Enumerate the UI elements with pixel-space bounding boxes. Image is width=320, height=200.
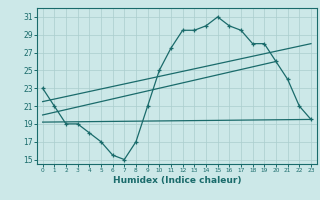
X-axis label: Humidex (Indice chaleur): Humidex (Indice chaleur)	[113, 176, 241, 185]
